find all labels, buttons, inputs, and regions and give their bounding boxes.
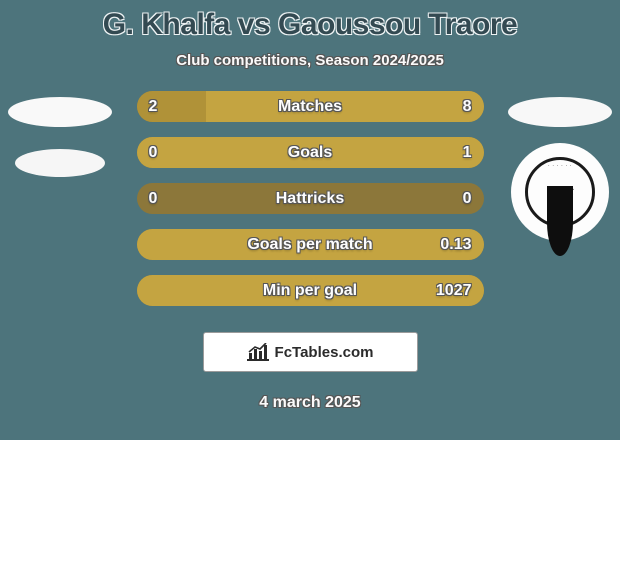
bar-chart-icon xyxy=(247,343,269,361)
footer-date: 4 march 2025 xyxy=(0,394,620,412)
comparison-card: G. Khalfa vs Gaoussou Traore Club compet… xyxy=(0,0,620,440)
stat-label: Hattricks xyxy=(276,190,344,208)
stat-value-left: 2 xyxy=(149,98,158,116)
stat-bars: 2 Matches 8 0 Goals 1 0 Hattricks 0 Goals per mat… xyxy=(137,91,484,306)
stat-value-left: 0 xyxy=(149,190,158,208)
country-flag-right xyxy=(508,97,612,127)
stat-label: Goals xyxy=(288,144,332,162)
brand-box[interactable]: FcTables.com xyxy=(203,332,418,372)
stat-row: Min per goal 1027 xyxy=(137,275,484,306)
stat-label: Goals per match xyxy=(247,236,372,254)
stat-label: Min per goal xyxy=(263,282,357,300)
stat-fill-left xyxy=(137,91,206,122)
stat-row: Goals per match 0.13 xyxy=(137,229,484,260)
stat-value-left: 0 xyxy=(149,144,158,162)
stat-row: 0 Goals 1 xyxy=(137,137,484,168)
stat-row: 2 Matches 8 xyxy=(137,91,484,122)
player-left-column xyxy=(5,91,115,177)
club-badge-stripe xyxy=(547,186,573,256)
brand-text: FcTables.com xyxy=(275,344,374,361)
stat-value-right: 8 xyxy=(463,98,472,116)
country-flag-left xyxy=(8,97,112,127)
page-title: G. Khalfa vs Gaoussou Traore xyxy=(0,8,620,42)
stat-value-right: 0.13 xyxy=(440,236,471,254)
club-badge-inner: · · · · · · CSS xyxy=(525,157,595,227)
stat-label: Matches xyxy=(278,98,342,116)
stat-row: 0 Hattricks 0 xyxy=(137,183,484,214)
page-subtitle: Club competitions, Season 2024/2025 xyxy=(0,52,620,69)
stat-value-right: 0 xyxy=(463,190,472,208)
stat-value-right: 1027 xyxy=(436,282,472,300)
club-badge-arc-text: · · · · · · xyxy=(548,163,572,169)
stat-fill-right xyxy=(206,91,484,122)
club-flag-left xyxy=(15,149,105,177)
club-badge-right: · · · · · · CSS xyxy=(511,143,609,241)
stat-value-right: 1 xyxy=(463,144,472,162)
player-right-column: · · · · · · CSS xyxy=(505,91,615,241)
content-area: · · · · · · CSS 2 Matches 8 0 Goals 1 0 Hattric… xyxy=(0,91,620,306)
